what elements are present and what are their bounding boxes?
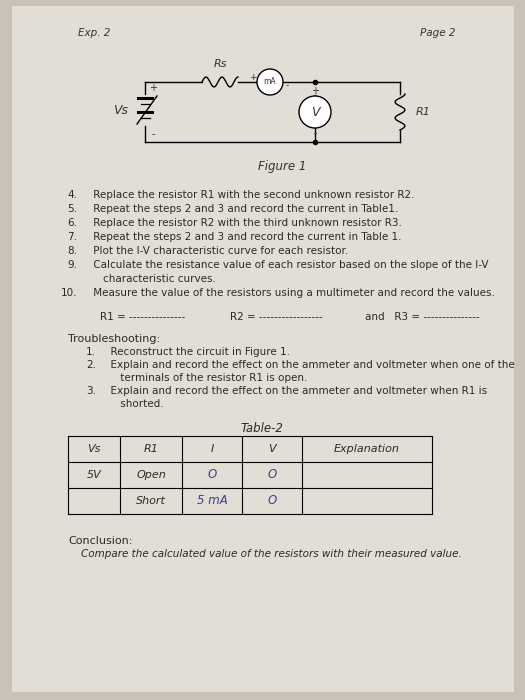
Text: V: V bbox=[311, 106, 319, 118]
Text: Explain and record the effect on the ammeter and voltmeter when R1 is: Explain and record the effect on the amm… bbox=[104, 386, 487, 396]
Text: +: + bbox=[249, 74, 257, 83]
Text: R1: R1 bbox=[416, 107, 431, 117]
Text: Troubleshooting:: Troubleshooting: bbox=[68, 334, 160, 344]
Text: Rs: Rs bbox=[213, 59, 227, 69]
Text: I: I bbox=[211, 444, 214, 454]
Text: Vs: Vs bbox=[87, 444, 101, 454]
Text: 5 mA: 5 mA bbox=[197, 494, 227, 508]
Text: V: V bbox=[268, 444, 276, 454]
Text: Exp. 2: Exp. 2 bbox=[78, 28, 110, 38]
Text: +: + bbox=[149, 83, 157, 93]
Text: R1: R1 bbox=[143, 444, 159, 454]
Text: shorted.: shorted. bbox=[104, 399, 164, 409]
Text: characteristic curves.: characteristic curves. bbox=[90, 274, 216, 284]
Text: Conclusion:: Conclusion: bbox=[68, 536, 132, 546]
Text: Page 2: Page 2 bbox=[420, 28, 456, 38]
Text: O: O bbox=[267, 468, 277, 482]
Text: -: - bbox=[313, 128, 317, 138]
Text: 6.: 6. bbox=[67, 218, 77, 228]
Text: -: - bbox=[286, 81, 289, 90]
Text: 7.: 7. bbox=[67, 232, 77, 242]
Text: 1.: 1. bbox=[86, 347, 96, 357]
Text: 8.: 8. bbox=[67, 246, 77, 256]
Text: 4.: 4. bbox=[67, 190, 77, 200]
Text: Plot the I-V characteristic curve for each resistor.: Plot the I-V characteristic curve for ea… bbox=[90, 246, 348, 256]
Text: 10.: 10. bbox=[60, 288, 77, 298]
Text: 2.: 2. bbox=[86, 360, 96, 370]
Text: O: O bbox=[207, 468, 217, 482]
Text: Reconstruct the circuit in Figure 1.: Reconstruct the circuit in Figure 1. bbox=[104, 347, 290, 357]
Text: R1 = ---------------: R1 = --------------- bbox=[100, 312, 185, 322]
Text: 5.: 5. bbox=[67, 204, 77, 214]
Text: mA: mA bbox=[264, 78, 276, 87]
Text: Vs: Vs bbox=[113, 104, 129, 116]
Text: R2 = -----------------: R2 = ----------------- bbox=[230, 312, 323, 322]
Circle shape bbox=[299, 96, 331, 128]
Text: 9.: 9. bbox=[67, 260, 77, 270]
Text: Short: Short bbox=[136, 496, 166, 506]
Text: Explanation: Explanation bbox=[334, 444, 400, 454]
Text: Explain and record the effect on the ammeter and voltmeter when one of the: Explain and record the effect on the amm… bbox=[104, 360, 514, 370]
Text: Measure the value of the resistors using a multimeter and record the values.: Measure the value of the resistors using… bbox=[90, 288, 495, 298]
Text: Calculate the resistance value of each resistor based on the slope of the I-V: Calculate the resistance value of each r… bbox=[90, 260, 488, 270]
Text: and   R3 = ---------------: and R3 = --------------- bbox=[365, 312, 480, 322]
Text: +: + bbox=[311, 86, 319, 96]
Text: 5V: 5V bbox=[87, 470, 101, 480]
Text: -: - bbox=[151, 129, 155, 139]
Circle shape bbox=[257, 69, 283, 95]
Text: Compare the calculated value of the resistors with their measured value.: Compare the calculated value of the resi… bbox=[68, 549, 462, 559]
Text: Figure 1: Figure 1 bbox=[258, 160, 307, 173]
Text: 3.: 3. bbox=[86, 386, 96, 396]
Text: Repeat the steps 2 and 3 and record the current in Table 1.: Repeat the steps 2 and 3 and record the … bbox=[90, 232, 402, 242]
Text: terminals of the resistor R1 is open.: terminals of the resistor R1 is open. bbox=[104, 373, 307, 383]
Text: Open: Open bbox=[136, 470, 166, 480]
Text: Replace the resistor R1 with the second unknown resistor R2.: Replace the resistor R1 with the second … bbox=[90, 190, 415, 200]
Text: Replace the resistor R2 with the third unknown resistor R3.: Replace the resistor R2 with the third u… bbox=[90, 218, 402, 228]
Text: Repeat the steps 2 and 3 and record the current in Table1.: Repeat the steps 2 and 3 and record the … bbox=[90, 204, 398, 214]
Text: Table-2: Table-2 bbox=[240, 422, 284, 435]
Text: O: O bbox=[267, 494, 277, 508]
